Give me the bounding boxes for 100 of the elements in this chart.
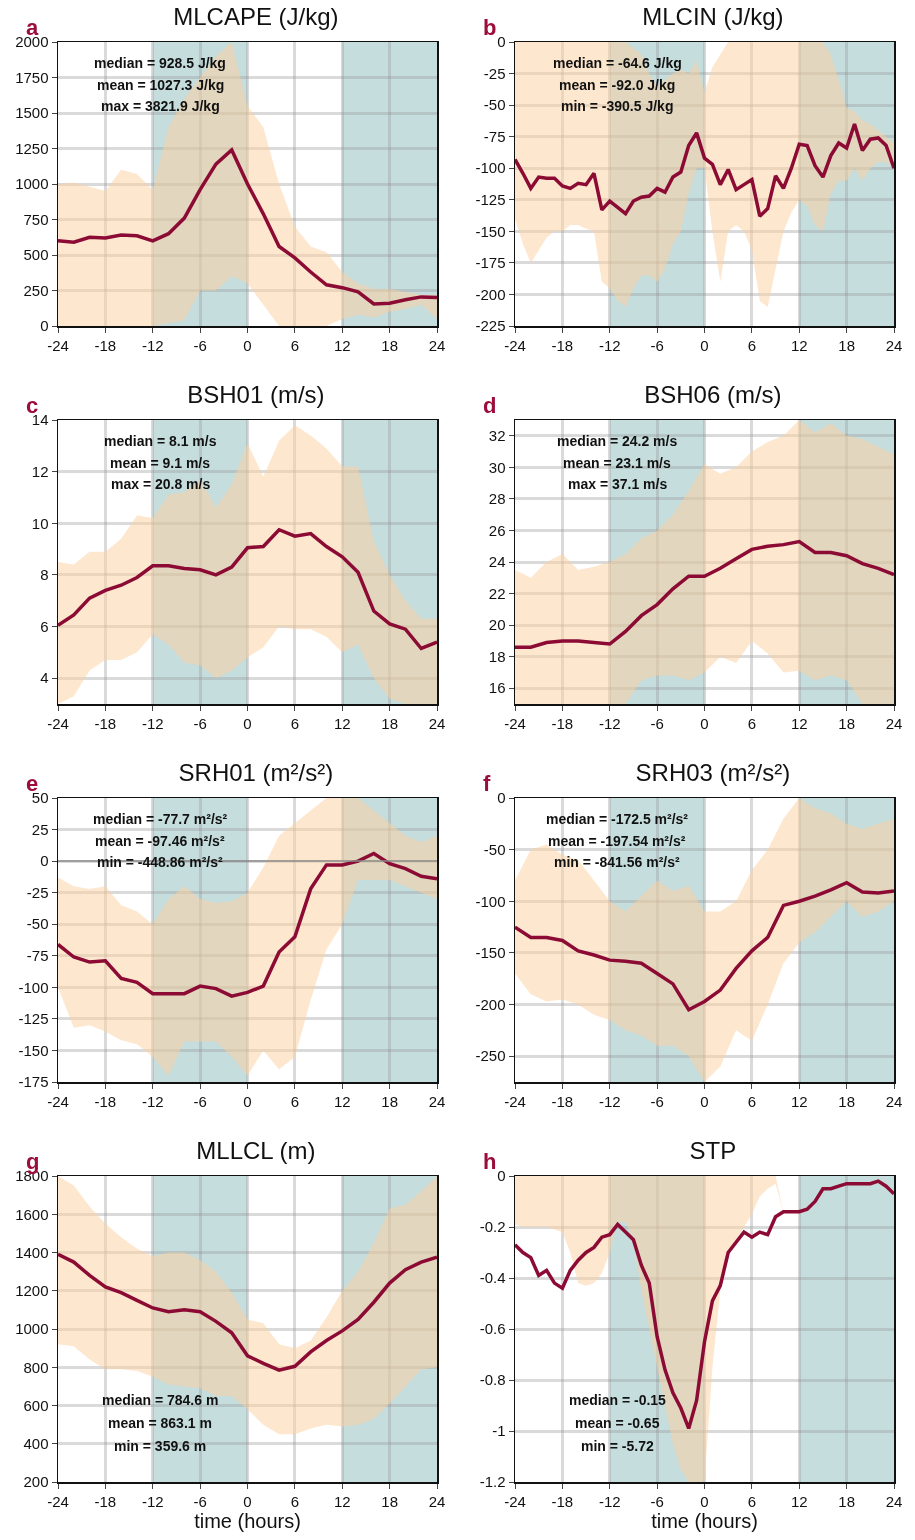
y-tick-label: 28 <box>488 490 506 508</box>
y-tick-label: -1.2 <box>479 1473 506 1491</box>
y-tick-label: 32 <box>488 427 506 445</box>
x-tick-label: 12 <box>790 1492 808 1510</box>
x-tick-label: -18 <box>94 1492 117 1510</box>
x-tick-label: 12 <box>790 714 808 732</box>
annotation: max = 3821.9 J/kg <box>101 98 220 114</box>
text: d <box>483 393 497 418</box>
y-tick-label: -25 <box>26 883 49 901</box>
y-tick-label: -100 <box>475 892 506 910</box>
x-tick-label: 0 <box>243 1092 252 1110</box>
chart-title: MLCAPE (J/kg) <box>173 2 339 30</box>
x-tick-label: 24 <box>428 336 446 354</box>
x-tick-label: -12 <box>598 714 621 732</box>
x-tick-label: 6 <box>290 714 300 732</box>
x-tick-label: 24 <box>885 1492 903 1510</box>
x-tick-label: 12 <box>790 336 808 354</box>
annotation: median = -172.5 m²/s² <box>546 811 689 827</box>
x-tick-label: -12 <box>141 1492 164 1510</box>
annotation: median = 784.6 m <box>102 1392 219 1408</box>
x-axis-title: time (hours) <box>651 1509 758 1532</box>
y-tick-label: 12 <box>31 462 49 480</box>
x-tick-label: 6 <box>747 714 757 732</box>
x-tick-label: 6 <box>747 1492 757 1510</box>
y-tick-label: 0 <box>40 852 49 870</box>
x-tick-label: 0 <box>700 1492 709 1510</box>
x-tick-label: 12 <box>333 714 351 732</box>
y-tick-label: 500 <box>23 246 49 264</box>
y-tick-label: -0.2 <box>479 1218 506 1236</box>
y-tick-label: 30 <box>488 458 506 476</box>
annotation: median = -64.6 J/kg <box>553 55 682 71</box>
annotation: median = 928.5 J/kg <box>94 55 226 71</box>
annotation: mean = -197.54 m²/s² <box>548 833 686 849</box>
x-tick-label: 24 <box>428 1092 446 1110</box>
x-tick-label: -18 <box>551 1092 574 1110</box>
annotation: min = 359.6 m <box>114 1438 207 1454</box>
y-tick-label: 20 <box>488 616 506 634</box>
x-tick-label: 0 <box>700 336 709 354</box>
x-tick-label: 6 <box>290 336 300 354</box>
x-tick-label: 0 <box>243 714 252 732</box>
annotation: median = -77.7 m²/s² <box>93 811 228 827</box>
x-tick-label: 0 <box>243 336 252 354</box>
x-tick-label: -6 <box>193 336 207 354</box>
y-tick-label: -75 <box>483 127 506 145</box>
y-tick-label: 1600 <box>15 1205 49 1223</box>
x-axis-title: time (hours) <box>194 1509 301 1532</box>
annotation: min = -5.72 <box>581 1438 654 1454</box>
y-tick-label: -0.8 <box>479 1371 506 1389</box>
y-tick-label: -150 <box>475 944 506 962</box>
line-series <box>515 1179 894 1431</box>
x-tick-label: 12 <box>333 1092 351 1110</box>
annotation: max = 37.1 m/s <box>568 476 668 492</box>
y-tick-label: 200 <box>23 1473 49 1491</box>
annotation: mean = 23.1 m/s <box>563 455 671 471</box>
y-tick-label: -0.6 <box>479 1320 506 1338</box>
x-tick-label: 6 <box>290 1092 300 1110</box>
annotation: median = 24.2 m/s <box>557 433 678 449</box>
y-tick-label: 10 <box>31 514 49 532</box>
y-tick-label: -50 <box>483 96 506 114</box>
y-tick-label: -1 <box>492 1422 506 1440</box>
y-tick-label: -150 <box>475 222 506 240</box>
x-tick-label: -24 <box>504 1092 526 1110</box>
x-tick-label: -6 <box>650 1492 664 1510</box>
text: f <box>483 771 491 796</box>
x-tick-label: 18 <box>381 1492 398 1510</box>
y-tick-label: -100 <box>18 978 49 996</box>
y-tick-label: -250 <box>475 1047 506 1065</box>
y-tick-label: 750 <box>23 210 49 228</box>
x-tick-label: 18 <box>381 714 398 732</box>
y-tick-label: -50 <box>483 840 506 858</box>
y-tick-label: 22 <box>488 584 506 602</box>
x-tick-label: 6 <box>290 1492 300 1510</box>
x-tick-label: -18 <box>551 336 574 354</box>
x-tick-label: 24 <box>885 714 903 732</box>
line-series <box>515 122 894 218</box>
y-tick-label: -200 <box>475 285 506 303</box>
chart-title: SRH03 (m²/s²) <box>635 758 791 786</box>
annotation: mean = -0.65 <box>575 1415 660 1431</box>
x-tick-label: -6 <box>193 714 207 732</box>
chart-title: BSH01 (m/s) <box>187 380 325 408</box>
chart-title: SRH01 (m²/s²) <box>178 758 334 786</box>
x-tick-label: -24 <box>47 1092 69 1110</box>
x-tick-label: -12 <box>141 714 164 732</box>
annotation: mean = -97.46 m²/s² <box>95 833 225 849</box>
annotation: median = 8.1 m/s <box>104 433 217 449</box>
x-tick-label: 0 <box>700 714 709 732</box>
y-tick-label: 1250 <box>15 139 49 157</box>
y-tick-label: 250 <box>23 281 49 299</box>
y-tick-label: -125 <box>18 1010 49 1028</box>
x-tick-label: 0 <box>700 1092 709 1110</box>
y-tick-label: 4 <box>40 669 49 687</box>
line-series <box>58 148 437 306</box>
y-tick-label: -75 <box>26 947 49 965</box>
x-tick-label: 18 <box>381 336 398 354</box>
chart-title: MLLCL (m) <box>196 1136 316 1164</box>
x-tick-label: -12 <box>598 1092 621 1110</box>
x-tick-label: 24 <box>428 1492 446 1510</box>
x-tick-label: 24 <box>885 336 903 354</box>
x-tick-label: 0 <box>243 1492 252 1510</box>
x-tick-label: -24 <box>504 714 526 732</box>
